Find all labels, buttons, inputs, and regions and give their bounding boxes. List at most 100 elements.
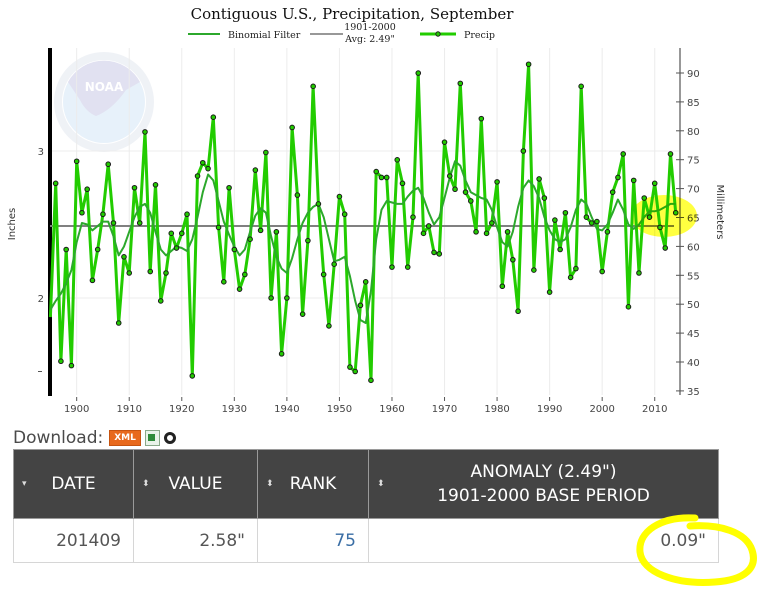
data-point[interactable]	[310, 83, 316, 90]
data-point[interactable]	[588, 220, 595, 226]
column-header-date[interactable]: ▾ DATE	[13, 449, 134, 519]
data-point[interactable]	[483, 230, 490, 237]
data-point[interactable]	[536, 176, 542, 182]
data-point[interactable]	[452, 186, 458, 193]
data-point[interactable]	[84, 186, 90, 193]
data-point[interactable]	[494, 179, 500, 185]
data-point[interactable]	[615, 174, 621, 181]
data-point[interactable]	[157, 298, 164, 304]
data-point[interactable]	[368, 377, 374, 384]
data-point[interactable]	[268, 295, 274, 301]
data-point[interactable]	[620, 151, 626, 157]
column-header-rank[interactable]: ⬍ RANK	[257, 449, 369, 519]
data-point[interactable]	[473, 229, 479, 235]
data-point[interactable]	[121, 254, 127, 260]
data-point[interactable]	[184, 211, 190, 218]
data-point[interactable]	[173, 245, 180, 251]
data-point[interactable]	[373, 168, 380, 175]
data-point[interactable]	[73, 158, 80, 165]
data-point[interactable]	[510, 256, 516, 263]
data-point[interactable]	[441, 139, 448, 145]
data-point[interactable]	[257, 227, 264, 234]
sort-both-icon[interactable]: ⬍	[266, 479, 274, 489]
data-point[interactable]	[100, 211, 106, 218]
data-point[interactable]	[221, 279, 227, 285]
legend-item-binomial-filter[interactable]: Binomial Filter	[188, 30, 301, 41]
data-point[interactable]	[289, 124, 295, 131]
data-point[interactable]	[142, 129, 148, 135]
data-point[interactable]	[320, 271, 327, 278]
data-point[interactable]	[552, 217, 558, 223]
download-excel-icon[interactable]	[144, 430, 160, 446]
data-point[interactable]	[394, 157, 401, 163]
data-point[interactable]	[651, 180, 658, 187]
data-point[interactable]	[520, 148, 527, 154]
data-point[interactable]	[457, 80, 464, 87]
data-point[interactable]	[515, 308, 521, 315]
data-point[interactable]	[79, 209, 85, 216]
data-point[interactable]	[468, 198, 474, 204]
data-point[interactable]	[136, 220, 143, 226]
data-point[interactable]	[315, 201, 322, 207]
data-point[interactable]	[294, 192, 301, 198]
data-point[interactable]	[94, 246, 101, 253]
data-point[interactable]	[352, 368, 358, 375]
data-point[interactable]	[378, 174, 385, 181]
data-point[interactable]	[58, 358, 64, 365]
data-point[interactable]	[557, 246, 563, 253]
data-point[interactable]	[63, 246, 69, 253]
data-point[interactable]	[389, 264, 395, 270]
data-point[interactable]	[305, 237, 311, 244]
data-point[interactable]	[525, 61, 532, 68]
data-point[interactable]	[578, 83, 584, 90]
data-point[interactable]	[599, 268, 605, 275]
sort-both-icon[interactable]: ⬍	[377, 479, 385, 489]
data-point[interactable]	[489, 220, 495, 226]
cell-rank-link[interactable]: 75	[257, 518, 369, 563]
data-point[interactable]	[115, 320, 122, 326]
data-point[interactable]	[210, 114, 217, 120]
data-point[interactable]	[410, 214, 416, 220]
data-point[interactable]	[331, 261, 337, 267]
data-point[interactable]	[68, 362, 75, 369]
data-point[interactable]	[168, 230, 175, 237]
data-point[interactable]	[636, 270, 642, 276]
data-point[interactable]	[594, 218, 600, 225]
data-point[interactable]	[341, 211, 348, 218]
download-csv-icon[interactable]	[163, 432, 176, 444]
data-point[interactable]	[110, 220, 117, 226]
data-point[interactable]	[604, 229, 611, 235]
sort-desc-icon[interactable]: ▾	[22, 479, 27, 489]
data-point[interactable]	[667, 151, 674, 157]
data-point[interactable]	[446, 173, 453, 179]
data-point[interactable]	[462, 189, 469, 195]
data-point[interactable]	[199, 159, 206, 166]
data-point[interactable]	[226, 184, 232, 191]
data-point[interactable]	[147, 268, 154, 275]
data-point[interactable]	[236, 286, 243, 292]
data-point[interactable]	[499, 283, 506, 290]
data-point[interactable]	[478, 115, 485, 122]
data-point[interactable]	[178, 230, 185, 237]
download-xml-button[interactable]: XML	[109, 430, 141, 446]
data-point[interactable]	[215, 224, 222, 231]
data-point[interactable]	[205, 165, 211, 172]
column-header-anomaly[interactable]: ⬍ ANOMALY (2.49") 1901-2000 BASE PERIOD	[368, 449, 719, 519]
data-point[interactable]	[163, 270, 169, 276]
data-point[interactable]	[415, 70, 422, 76]
legend-item-precip[interactable]: Precip	[420, 30, 495, 41]
data-point[interactable]	[231, 246, 238, 253]
data-point[interactable]	[52, 180, 59, 187]
data-point[interactable]	[357, 302, 364, 309]
data-point[interactable]	[546, 289, 553, 295]
data-point[interactable]	[630, 177, 637, 184]
data-point[interactable]	[336, 193, 343, 200]
data-point[interactable]	[252, 167, 259, 173]
data-point[interactable]	[126, 270, 133, 276]
data-point[interactable]	[420, 230, 427, 237]
data-point[interactable]	[431, 249, 437, 256]
data-point[interactable]	[609, 189, 616, 195]
data-point[interactable]	[278, 351, 285, 357]
data-point[interactable]	[425, 223, 432, 229]
data-point[interactable]	[562, 209, 569, 216]
